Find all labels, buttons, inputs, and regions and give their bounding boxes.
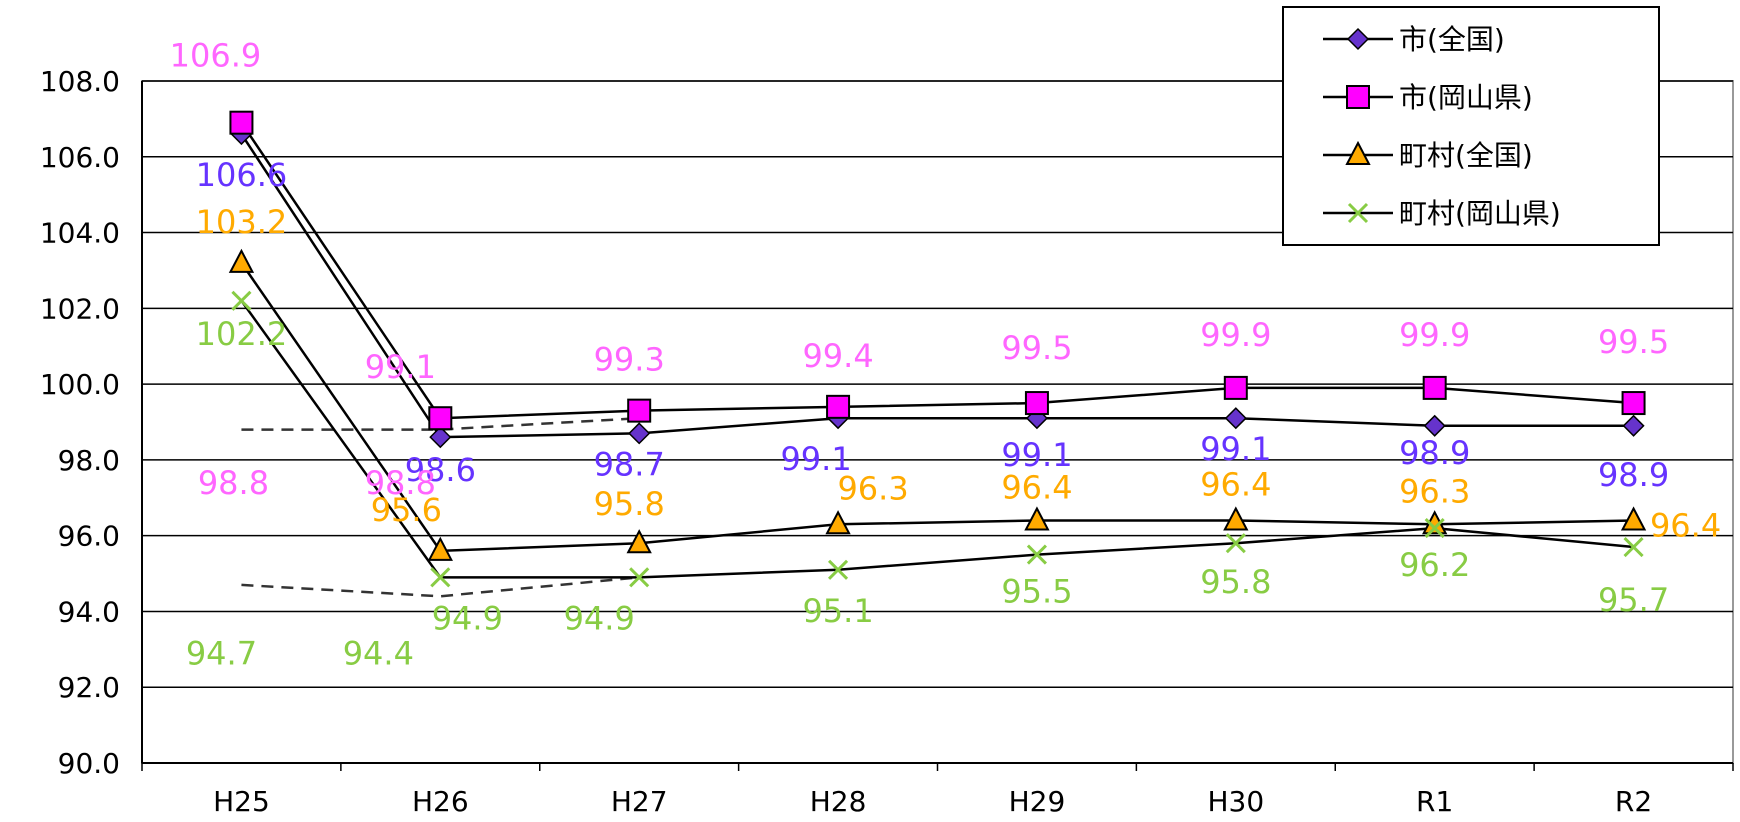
data-label: 99.3: [594, 341, 665, 379]
data-label: 99.9: [1200, 316, 1271, 354]
data-point: [231, 290, 252, 311]
data-label: 106.6: [196, 156, 288, 194]
data-point: [828, 559, 849, 580]
x-tick-label: R1: [1416, 785, 1453, 818]
data-label: 99.5: [1598, 323, 1669, 361]
x-tick-label: H25: [213, 785, 270, 818]
x-tick-label: H27: [611, 785, 668, 818]
data-point: [1026, 544, 1048, 565]
data-label: 95.1: [802, 592, 873, 630]
data-label: 96.4: [1650, 507, 1721, 545]
reference-line: [241, 576, 640, 598]
legend-marker: [1345, 140, 1371, 165]
data-label: 95.6: [371, 491, 442, 529]
data-point: [1225, 533, 1246, 554]
x-tick-label: R2: [1615, 785, 1652, 818]
data-point: [228, 248, 255, 273]
data-label: 98.9: [1399, 434, 1470, 472]
data-label: 99.5: [1001, 329, 1072, 367]
y-tick-label: 96.0: [58, 520, 120, 553]
legend-marker: [1346, 85, 1370, 109]
data-point: [1621, 391, 1646, 416]
data-point: [826, 394, 851, 419]
data-point: [429, 426, 452, 449]
data-point: [1224, 407, 1247, 430]
data-point: [1024, 391, 1049, 416]
y-tick-label: 100.0: [40, 368, 120, 401]
data-point: [1024, 506, 1050, 531]
reference-line: [241, 416, 640, 431]
data-label: 99.4: [802, 337, 873, 375]
data-label: 103.2: [196, 203, 288, 241]
reference-label: 98.8: [198, 464, 269, 502]
x-tick-label: H26: [412, 785, 469, 818]
data-label: 96.3: [1399, 472, 1470, 510]
y-tick-label: 108.0: [40, 65, 120, 98]
series-line: [240, 262, 1634, 553]
data-label: 102.2: [196, 315, 288, 353]
y-tick-label: 104.0: [40, 217, 120, 250]
reference-label: 94.4: [343, 634, 414, 672]
data-point: [1422, 375, 1447, 400]
data-label: 95.5: [1001, 573, 1072, 611]
legend-label: 町村(岡山県): [1399, 197, 1561, 230]
data-label: 99.1: [780, 440, 851, 478]
data-point: [1424, 518, 1445, 539]
data-label: 98.6: [405, 451, 476, 489]
data-label: 99.1: [365, 348, 436, 386]
x-tick-label: H29: [1009, 785, 1066, 818]
data-point: [427, 536, 453, 561]
data-point: [629, 567, 650, 588]
legend-marker: [1347, 202, 1369, 224]
reference-label: 94.7: [186, 634, 257, 672]
data-point: [1423, 414, 1446, 437]
data-point: [1622, 414, 1645, 437]
data-label: 96.3: [837, 469, 908, 507]
data-point: [229, 110, 254, 135]
data-label: 96.4: [1001, 469, 1072, 507]
data-point: [430, 567, 451, 588]
y-tick-label: 98.0: [58, 444, 120, 477]
data-point: [1620, 506, 1647, 531]
y-tick-label: 102.0: [40, 292, 120, 325]
legend-label: 市(全国): [1399, 23, 1505, 56]
data-label: 95.7: [1598, 581, 1669, 619]
data-label: 98.7: [594, 445, 665, 483]
data-point: [628, 422, 651, 445]
data-point: [1623, 536, 1644, 558]
data-point: [1223, 375, 1248, 400]
legend-label: 市(岡山県): [1399, 81, 1533, 114]
legend: [1282, 6, 1660, 246]
y-tick-label: 94.0: [58, 595, 120, 628]
data-label: 94.9: [432, 599, 503, 637]
data-label: 94.9: [564, 599, 635, 637]
data-label: 99.9: [1399, 316, 1470, 354]
y-tick-label: 106.0: [40, 141, 120, 174]
x-tick-label: H30: [1207, 785, 1264, 818]
x-tick-label: H28: [810, 785, 867, 818]
data-point: [626, 529, 652, 554]
reference-label: 98.8: [365, 464, 436, 502]
data-label: 99.1: [1001, 436, 1072, 474]
series-line: [240, 133, 1634, 439]
legend-label: 町村(全国): [1399, 139, 1533, 172]
y-tick-label: 90.0: [58, 747, 120, 780]
series-line: [240, 121, 1634, 420]
legend-marker: [1346, 27, 1370, 51]
data-point: [1223, 506, 1249, 531]
data-label: 96.2: [1399, 546, 1470, 584]
data-label: 96.4: [1200, 466, 1271, 504]
data-point: [428, 406, 453, 431]
data-label: 98.9: [1598, 456, 1669, 494]
data-point: [825, 510, 851, 535]
series-line: [240, 300, 1634, 579]
data-label: 99.1: [1200, 430, 1271, 468]
data-label: 106.9: [170, 37, 262, 75]
y-tick-label: 92.0: [58, 671, 120, 704]
data-point: [627, 398, 652, 423]
data-label: 95.8: [1200, 563, 1271, 601]
data-label: 95.8: [594, 485, 665, 523]
